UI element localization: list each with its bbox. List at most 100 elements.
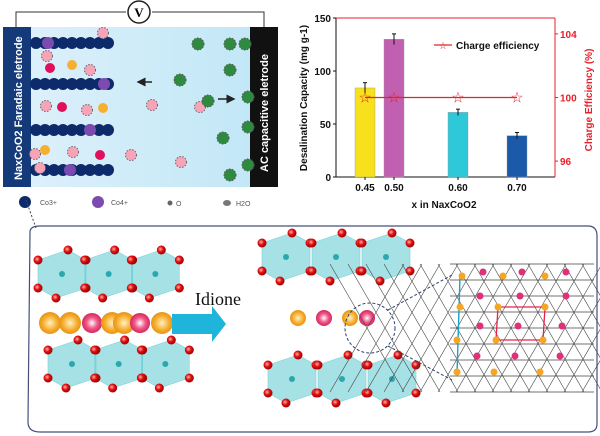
structure-panel: Idione bbox=[25, 199, 600, 433]
na-site bbox=[453, 336, 461, 344]
wire-left bbox=[15, 11, 126, 27]
y2-axis-label: Charge Efficiency (%) bbox=[584, 49, 595, 152]
oxygen-atom bbox=[73, 335, 83, 345]
oxygen-atom bbox=[144, 293, 154, 303]
co4-legend-swatch bbox=[92, 196, 104, 208]
lattice-line bbox=[581, 263, 600, 296]
x-tick-label: 0.70 bbox=[507, 183, 527, 194]
oxygen-atom bbox=[33, 255, 43, 265]
zoom-connector bbox=[25, 199, 37, 229]
na-site bbox=[67, 60, 77, 70]
cobalt-atom bbox=[389, 376, 395, 382]
co4-atom bbox=[42, 37, 54, 49]
efficiency-marker: ☆ bbox=[358, 90, 371, 107]
hydrated-na-ion bbox=[67, 146, 79, 158]
na-vacancy-site bbox=[473, 352, 481, 360]
na-vacancy-site bbox=[511, 352, 519, 360]
cobalt-atom bbox=[152, 271, 159, 277]
x-tick-label: 0.60 bbox=[448, 183, 468, 194]
y2-tick-label: 100 bbox=[560, 94, 577, 105]
lattice-line bbox=[455, 263, 531, 393]
y2-tick-label: 104 bbox=[560, 30, 577, 41]
oxygen-atom bbox=[307, 266, 317, 276]
faradaic-electrode-label: NaxCoO2 Faradaic eletrode bbox=[13, 36, 25, 180]
co3-atom bbox=[93, 37, 105, 49]
cobalt-atom bbox=[105, 271, 112, 277]
lattice-line bbox=[527, 263, 600, 390]
co4-atom bbox=[84, 124, 96, 136]
co3-atom bbox=[93, 164, 105, 176]
na-site bbox=[456, 303, 464, 311]
co3-atom bbox=[102, 124, 114, 136]
na-site bbox=[40, 145, 50, 155]
voltmeter-label: V bbox=[134, 5, 144, 20]
na-site bbox=[494, 303, 502, 311]
co4-atom bbox=[64, 164, 76, 176]
hydrated-na-ion bbox=[125, 149, 137, 161]
sodium-atom bbox=[290, 310, 306, 326]
lattice-line bbox=[563, 263, 600, 327]
cell-schematic: V NaxCoO2 Faradaic eletrode AC capacitiv… bbox=[3, 0, 278, 187]
oxygen-atom bbox=[357, 266, 367, 276]
lattice-line bbox=[401, 263, 477, 393]
co3-atom bbox=[84, 164, 96, 176]
voltmeter-icon: V bbox=[127, 0, 151, 24]
cobalt-atom bbox=[162, 361, 169, 367]
co3-atom bbox=[75, 164, 87, 176]
oxygen-atom bbox=[80, 283, 90, 293]
lattice-line bbox=[581, 360, 600, 393]
cobalt-atom bbox=[333, 254, 339, 260]
oxygen-atom bbox=[337, 228, 347, 238]
oxygen-atom bbox=[43, 373, 53, 383]
efficiency-marker: ☆ bbox=[451, 90, 464, 107]
y-tick-label: 50 bbox=[320, 120, 332, 131]
legend-star-icon: ☆ bbox=[439, 41, 448, 52]
hydrated-na-ion bbox=[84, 64, 96, 76]
x-axis-label: x in NaxCoO2 bbox=[411, 200, 476, 211]
co3-atom bbox=[75, 37, 87, 49]
na-vacancy-ion bbox=[130, 313, 150, 333]
hydrated-cl-ion bbox=[191, 37, 205, 51]
co3-atom bbox=[102, 164, 114, 176]
na-vacancy-site bbox=[558, 322, 566, 330]
co3-atom bbox=[39, 78, 51, 90]
x-tick-label: 0.50 bbox=[384, 183, 404, 194]
na-ion bbox=[95, 150, 105, 160]
oxygen-atom bbox=[43, 345, 53, 355]
desalination-chart: Desalination Capacity (mg g-1) Charge Ef… bbox=[299, 14, 595, 211]
oxygen-atom bbox=[325, 276, 335, 286]
oxygen-atom bbox=[126, 255, 136, 265]
o-legend-label: O bbox=[176, 201, 182, 208]
cobalt-atom bbox=[283, 254, 289, 260]
bar-0.60 bbox=[447, 112, 469, 178]
na-vacancy-ion bbox=[316, 310, 332, 326]
lattice-line bbox=[419, 263, 495, 393]
cobalt-atom bbox=[339, 376, 345, 382]
oxygen-atom bbox=[375, 276, 385, 286]
na-site bbox=[492, 336, 500, 344]
co3-atom bbox=[57, 78, 69, 90]
na-vacancy-site bbox=[516, 292, 524, 300]
sodium-atom bbox=[342, 310, 358, 326]
oxygen-atom bbox=[275, 276, 285, 286]
chart-legend: ☆ Charge efficiency bbox=[434, 41, 540, 52]
co3-atom bbox=[48, 124, 60, 136]
co3-atom bbox=[48, 164, 60, 176]
lattice-line bbox=[365, 263, 441, 393]
cobalt-oxide-layers bbox=[30, 37, 114, 176]
oxygen-atom bbox=[357, 238, 367, 248]
oxygen-atom bbox=[98, 293, 108, 303]
lattice-line bbox=[545, 263, 600, 359]
h2o-legend-swatch bbox=[223, 200, 231, 206]
hydrated-na-ion bbox=[41, 50, 53, 62]
oxygen-atom bbox=[110, 245, 120, 255]
y2-tick-label: 96 bbox=[560, 157, 572, 168]
oxygen-atom bbox=[263, 360, 273, 370]
co3-atom bbox=[84, 78, 96, 90]
hydrated-na-ion bbox=[146, 99, 158, 111]
co3-atom bbox=[39, 124, 51, 136]
oxygen-atom bbox=[363, 360, 373, 370]
bar-0.50 bbox=[383, 39, 405, 178]
na-site bbox=[490, 368, 498, 376]
